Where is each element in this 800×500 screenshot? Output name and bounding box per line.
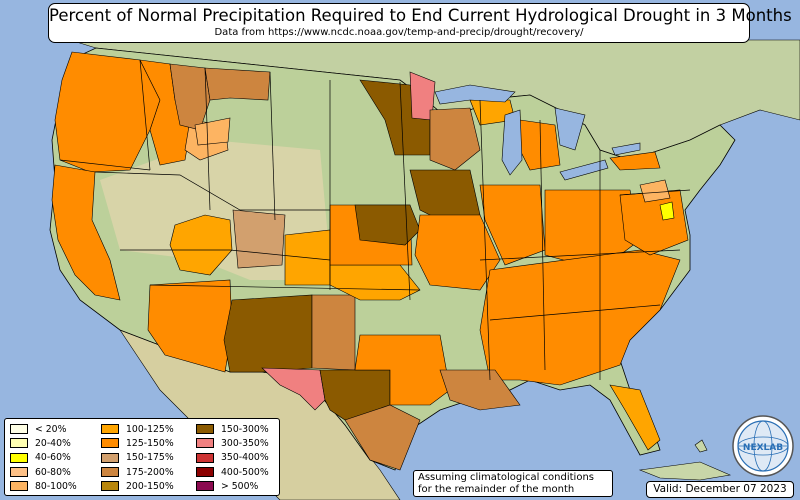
region-montana-north [204,67,271,101]
legend-label: 200-150% [126,480,174,492]
assumption-note-line-1: Assuming climatological conditions [418,472,594,483]
legend-swatch [10,467,28,478]
globe-logo-icon: NEXLAB [732,415,794,477]
cuba-land [638,461,732,481]
lake-huron [554,107,586,151]
legend-column-3: 150-300% 300-350% 350-400% 400-500% > 50… [196,422,269,493]
legend-swatch [10,481,28,492]
lake-michigan [501,109,523,176]
lake-ontario [611,142,641,156]
region-texas-east [354,334,451,406]
legend-label: 175-200% [126,466,174,478]
legend-item: 175-200% [101,465,174,479]
legend-swatch [101,481,119,492]
legend-item: 200-150% [101,479,174,493]
legend-swatch [10,438,28,449]
legend-swatch [10,424,28,435]
lake-erie [559,159,609,181]
bahamas-land [694,439,708,453]
region-southeast [479,249,681,386]
region-new-mexico-east [311,294,356,371]
map-title: Percent of Normal Precipitation Required… [49,6,792,25]
region-new-mexico-west [223,294,313,373]
legend-swatch [196,467,214,478]
legend-item: 100-125% [101,422,174,436]
legend-item: 60-80% [10,465,77,479]
region-idaho-sw [194,117,231,146]
legend-swatch [196,424,214,435]
legend-item: < 20% [10,422,77,436]
title-box: Percent of Normal Precipitation Required… [48,3,792,43]
lake-superior [434,84,516,105]
region-wisconsin [429,107,481,171]
legend-label: 20-40% [35,437,71,449]
legend-label: 60-80% [35,466,71,478]
legend-item: 40-60% [10,451,77,465]
region-utah [232,209,286,269]
legend-column-2: 100-125% 125-150% 150-175% 175-200% 200-… [101,422,174,493]
legend-label: 80-100% [35,480,77,492]
legend-swatch [101,438,119,449]
region-florida-west [609,384,661,451]
legend-swatch [10,452,28,463]
region-california [51,164,121,301]
legend-label: 125-150% [126,437,174,449]
region-missouri [414,214,501,291]
legend-label: 300-350% [221,437,269,449]
legend-label: 350-400% [221,452,269,464]
map-subtitle: Data from https://www.ncdc.noaa.gov/temp… [214,27,584,38]
legend-item: 350-400% [196,451,269,465]
legend-column-1: < 20% 20-40% 40-60% 60-80% 80-100% [10,422,77,493]
legend-swatch [101,467,119,478]
legend-label: > 500% [221,480,259,492]
region-nevada-central [169,214,233,276]
legend: < 20% 20-40% 40-60% 60-80% 80-100% 100-1… [4,418,280,496]
legend-item: 20-40% [10,436,77,450]
legend-item: > 500% [196,479,269,493]
legend-label: 100-125% [126,423,174,435]
assumption-note-line-2: for the remainder of the month [418,484,575,495]
legend-item: 300-350% [196,436,269,450]
region-new-york [609,151,661,171]
region-louisiana [439,369,521,411]
legend-label: 150-175% [126,452,174,464]
legend-item: 150-175% [101,451,174,465]
legend-label: 150-300% [221,423,269,435]
legend-label: 400-500% [221,466,269,478]
region-arizona [147,279,233,373]
valid-date-label: Valid: December 07 2023 [646,481,794,498]
legend-swatch [101,452,119,463]
logo-text: NEXLAB [743,443,783,453]
legend-swatch [101,424,119,435]
legend-item: 150-300% [196,422,269,436]
legend-swatch [196,452,214,463]
legend-label: < 20% [35,423,67,435]
state-borders [59,59,691,381]
region-nebraska [354,204,421,246]
legend-swatch [196,438,214,449]
region-texas-south [344,404,421,471]
legend-item: 125-150% [101,436,174,450]
legend-item: 80-100% [10,479,77,493]
legend-label: 40-60% [35,452,71,464]
assumption-note: Assuming climatological conditions for t… [413,470,613,497]
legend-swatch [196,481,214,492]
region-maryland-small [659,201,675,221]
region-virginia-coast [639,179,671,203]
legend-item: 400-500% [196,465,269,479]
